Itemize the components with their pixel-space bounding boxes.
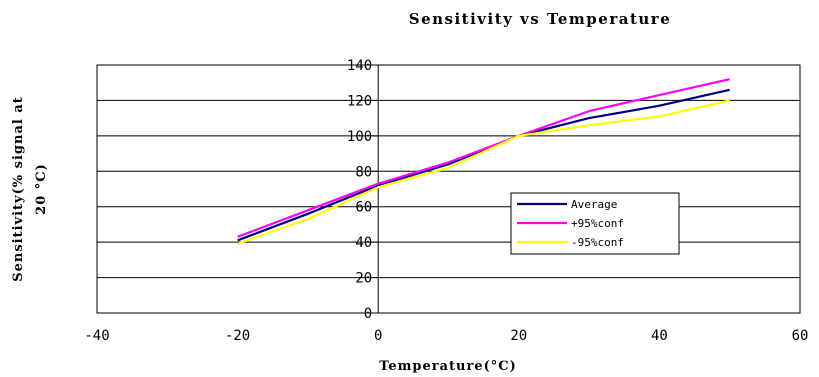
x-tick-label: 0 bbox=[374, 328, 382, 344]
y-tick-label: 60 bbox=[355, 200, 372, 216]
legend-label-2: -95%conf bbox=[571, 236, 624, 249]
y-tick-label: 40 bbox=[355, 235, 372, 251]
x-tick-label: 20 bbox=[510, 328, 527, 344]
y-axis-title-line-1: Sensitivity(% signal at bbox=[11, 96, 26, 282]
legend-label-0: Average bbox=[571, 198, 617, 211]
x-tick-label: -20 bbox=[225, 328, 250, 344]
x-axis-title: Temperature(°C) bbox=[379, 359, 517, 374]
plot-area bbox=[96, 64, 801, 314]
series-line-2 bbox=[237, 99, 730, 245]
y-tick-label: 80 bbox=[355, 164, 372, 180]
chart-title: Sensitivity vs Temperature bbox=[409, 10, 672, 28]
x-tick-label: -40 bbox=[84, 328, 109, 344]
y-tick-label: 20 bbox=[355, 271, 372, 287]
y-tick-label: 140 bbox=[347, 58, 372, 74]
gridlines bbox=[97, 99, 800, 279]
y-tick-label: 120 bbox=[347, 93, 372, 109]
y-tick-label: 0 bbox=[364, 306, 372, 322]
x-tick-label: 60 bbox=[792, 328, 809, 344]
series-line-1 bbox=[237, 78, 730, 238]
y-axis-title-line-2: 20 °C) bbox=[34, 163, 49, 215]
legend: Average +95%conf -95%conf bbox=[510, 192, 680, 255]
y-axis bbox=[372, 64, 379, 314]
x-tick-label: 40 bbox=[651, 328, 668, 344]
legend-label-1: +95%conf bbox=[571, 217, 624, 230]
tick-labels: 0 20 40 60 80 100 120 140 -40 -20 0 20 40 60 bbox=[84, 58, 808, 344]
series-lines bbox=[237, 78, 730, 245]
y-tick-label: 100 bbox=[347, 129, 372, 145]
